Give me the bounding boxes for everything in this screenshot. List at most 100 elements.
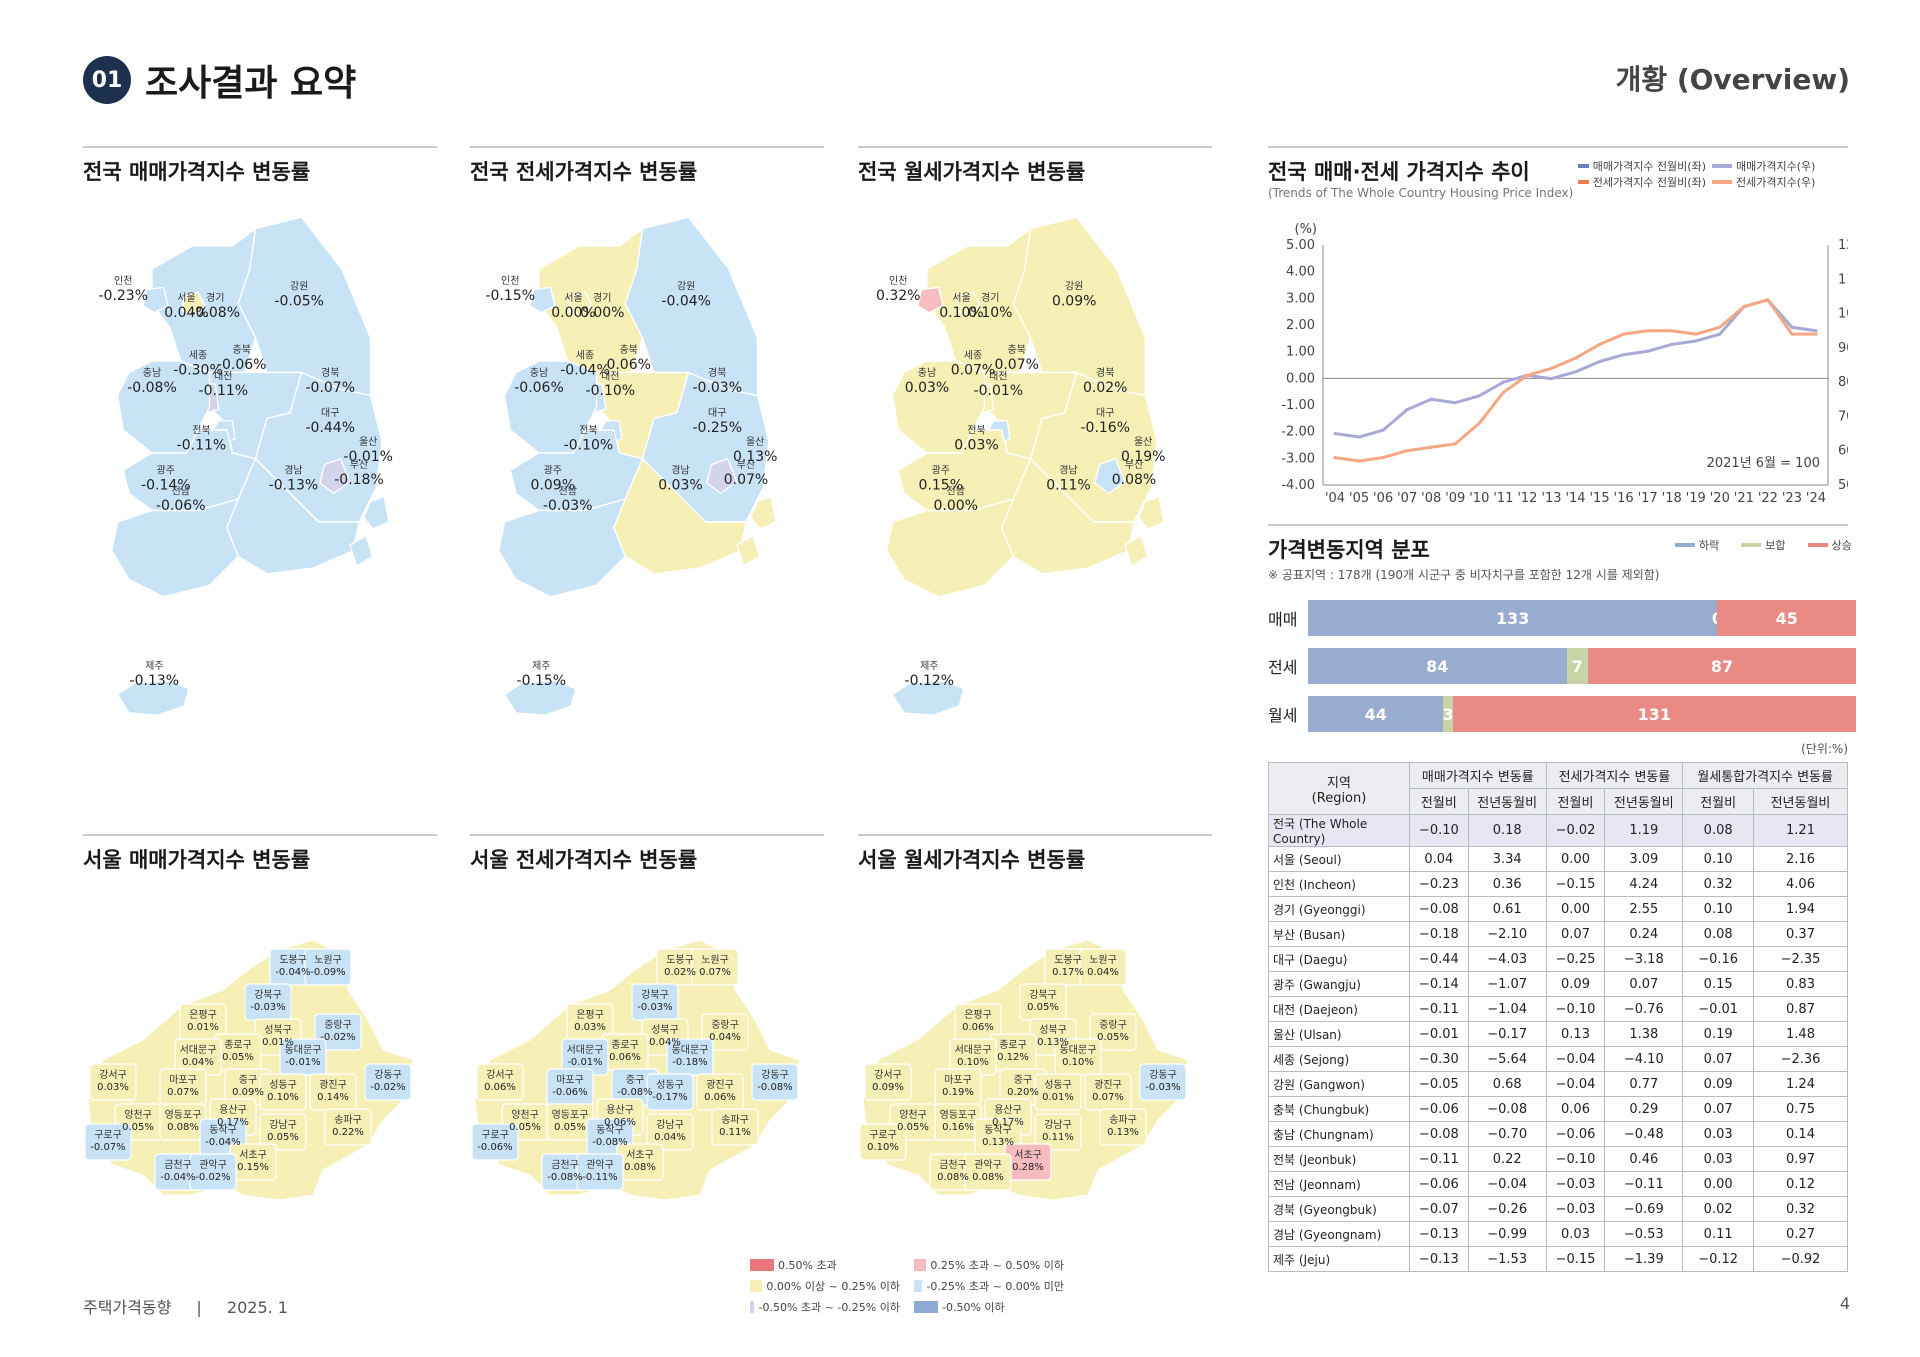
distribution-legend-swatch [1675, 543, 1695, 547]
table-value-cell: −1.07 [1467, 971, 1547, 997]
district-name-dongdaemun: 동대문구 [1060, 1044, 1097, 1056]
region-value-chungbuk: 0.07% [994, 357, 1038, 373]
district-name-seocho: 서초구 [1014, 1149, 1042, 1161]
region-name-chungbuk: 충북 [1007, 344, 1025, 356]
region-value-gyeongbuk: -0.03% [692, 380, 742, 396]
district-value-jungnang: 0.05% [1097, 1032, 1129, 1043]
table-value-cell: 0.46 [1604, 1146, 1684, 1172]
table-region-cell: 인천 (Incheon) [1268, 871, 1410, 897]
district-gangdong [364, 1063, 412, 1101]
district-value-gangseo: 0.03% [97, 1082, 129, 1093]
map-legend-swatch [750, 1259, 774, 1271]
table-value-cell: 0.06 [1545, 1096, 1606, 1122]
district-value-yangcheon: 0.05% [509, 1122, 541, 1133]
region-value-ulsan: 0.13% [733, 449, 777, 465]
table-value-cell: −0.06 [1545, 1121, 1606, 1147]
table-region-cell: 전국 (The Whole Country) [1268, 814, 1410, 847]
region-name-gwangju: 광주 [157, 465, 175, 477]
district-name-gangnam: 강남구 [269, 1119, 297, 1131]
table-value-cell: 1.38 [1604, 1021, 1684, 1047]
trend-series-point [1453, 401, 1457, 405]
district-value-gangnam: 0.11% [1042, 1132, 1074, 1143]
trend-series-point [1333, 455, 1337, 460]
region-name-gwangju: 광주 [544, 465, 562, 477]
table-value-cell: 1.24 [1753, 1071, 1848, 1097]
district-name-yangcheon: 양천구 [124, 1109, 152, 1121]
table-value-cell: 0.19 [1682, 1021, 1755, 1047]
table-value-cell: 0.00 [1545, 896, 1606, 922]
region-name-gwangju: 광주 [932, 465, 950, 477]
district-value-dongjak: -0.08% [592, 1137, 627, 1148]
district-value-gwanak: -0.11% [582, 1172, 617, 1183]
table-region-cell: 전남 (Jeonnam) [1268, 1171, 1410, 1197]
table-value-cell: −1.53 [1467, 1246, 1547, 1272]
trend-left-tick: -2.00 [1281, 425, 1315, 440]
region-name-jeonbuk: 전북 [967, 424, 985, 436]
table-value-cell: −0.11 [1604, 1171, 1684, 1197]
region-value-daejeon: -0.10% [586, 383, 636, 399]
trend-series-point [1573, 370, 1578, 374]
district-name-eunpyeong: 은평구 [964, 1009, 992, 1021]
table-value-cell: −0.04 [1545, 1046, 1606, 1072]
region-value-gyeonggi: 0.10% [968, 305, 1012, 321]
trend-series-point [1357, 435, 1361, 439]
district-value-gwangjin: 0.14% [317, 1092, 349, 1103]
district-name-seocho: 서초구 [626, 1149, 654, 1161]
table-value-cell: −2.35 [1753, 946, 1848, 972]
region-value-jeonbuk: -0.10% [564, 437, 614, 453]
table-value-cell: −0.13 [1409, 1221, 1469, 1247]
table-subhead: 전년동월비 [1467, 788, 1547, 815]
region-value-ulsan: -0.01% [343, 449, 393, 465]
map-legend-item: 0.50% 초과 [750, 1257, 900, 1273]
region-value-daejeon: -0.11% [199, 383, 249, 399]
table-head-group: 월세통합가격지수 변동률 [1682, 762, 1848, 789]
table-value-cell: 0.18 [1467, 814, 1547, 847]
page-section-label: 개황 (Overview) [1615, 63, 1850, 96]
region-name-ulsan: 울산 [1134, 436, 1152, 448]
district-name-seongdong: 성동구 [1044, 1079, 1072, 1091]
trend-x-tick: '06 [1373, 491, 1393, 506]
trend-legend-item: 매매가격지수 전월비(좌) [1578, 158, 1706, 174]
table-value-cell: 0.09 [1545, 971, 1606, 997]
district-gwanak [964, 1153, 1012, 1191]
footer-separator: | [196, 1298, 202, 1317]
distribution-note: ※ 공표지역 : 178개 (190개 시군구 중 비자치구를 포함한 12개 … [1268, 568, 1660, 582]
district-value-songpa: 0.11% [719, 1127, 751, 1138]
district-seongdong [1034, 1073, 1082, 1111]
trend-left-tick: -3.00 [1281, 451, 1315, 466]
table-value-cell: −0.48 [1604, 1121, 1684, 1147]
table-row: 서울 (Seoul) 0.04 3.34 0.00 3.09 0.10 2.16 [1268, 846, 1848, 872]
region-incheon [142, 286, 169, 314]
region-value-chungbuk: 0.06% [606, 357, 650, 373]
table-region-cell: 제주 (Jeju) [1268, 1246, 1410, 1272]
trend-left-tick: 5.00 [1286, 238, 1315, 253]
trend-series-point [1670, 342, 1674, 347]
trend-series-point [1549, 377, 1554, 381]
table-value-cell: −1.04 [1467, 996, 1547, 1022]
region-value-gangwon: -0.05% [274, 294, 324, 310]
district-guro [84, 1123, 132, 1161]
trend-left-tick: 1.00 [1286, 345, 1315, 360]
district-gwanak [189, 1153, 237, 1191]
distribution-segment: 7 [1566, 648, 1589, 684]
nat-rent-title: 전국 월세가격지수 변동률 [858, 146, 1212, 186]
region-value-seoul: 0.10% [939, 305, 983, 321]
district-name-dongjak: 동작구 [209, 1124, 237, 1136]
district-name-mapo: 마포구 [556, 1074, 584, 1086]
district-value-jungnang: 0.04% [709, 1032, 741, 1043]
table-row: 경남 (Gyeongnam) −0.13 −0.99 0.03 −0.53 0.11 0.2… [1268, 1221, 1848, 1247]
table-value-cell: 0.27 [1753, 1221, 1848, 1247]
table-region-cell: 전북 (Jeonbuk) [1268, 1146, 1410, 1172]
table-value-cell: −0.10 [1409, 814, 1469, 847]
district-value-jungnang: -0.02% [320, 1032, 355, 1043]
region-gyeonggi [151, 227, 257, 374]
table-value-cell: −0.12 [1682, 1246, 1755, 1272]
region-name-gyeongbuk: 경북 [708, 366, 726, 379]
region-name-daegu: 대구 [708, 407, 726, 419]
district-name-seongbuk: 성북구 [651, 1024, 679, 1036]
trend-series-point [1501, 390, 1505, 395]
region-value-daejeon: -0.01% [974, 383, 1024, 399]
region-ulsan [1137, 495, 1165, 530]
region-value-gyeongbuk: 0.02% [1083, 380, 1127, 396]
distribution-bar: 44 3 131 [1308, 696, 1856, 732]
